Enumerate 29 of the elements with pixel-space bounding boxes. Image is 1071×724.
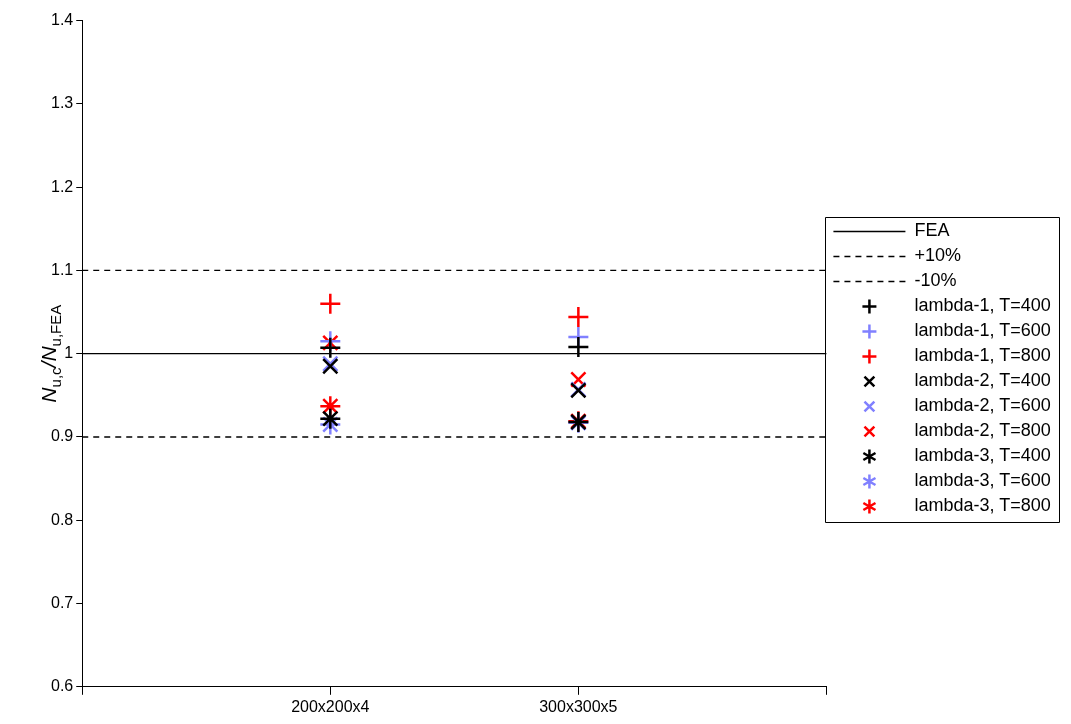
legend-label: FEA [914,220,950,241]
point [567,335,590,359]
y-tick-label: 0.8 [50,510,74,528]
legend-label: lambda-1, T=800 [914,345,1051,366]
x-tick-label: 200x200x4 [291,697,370,715]
legend-label: +10% [914,245,961,266]
y-tick-label: 1.4 [50,11,74,29]
legend-label: lambda-1, T=400 [914,295,1051,316]
legend-label: lambda-3, T=800 [914,495,1051,516]
y-tick-label: 1 [64,344,74,362]
point [570,371,587,388]
point [319,407,342,430]
legend-label: lambda-1, T=600 [914,320,1051,341]
y-axis-title: Nu,c/Nu,FEA [37,304,64,403]
legend-label: lambda-2, T=400 [914,370,1051,391]
legend-label: lambda-2, T=600 [914,395,1051,416]
y-tick-label: 0.9 [50,427,74,445]
point [567,305,590,329]
legend-label: lambda-2, T=800 [914,420,1051,441]
legend-label: -10% [914,270,957,291]
point [319,292,342,315]
y-tick-label: 1.3 [50,94,74,112]
y-tick-label: 0.7 [50,593,74,611]
x-tick-label: 300x300x5 [539,697,618,715]
y-tick-label: 1.2 [50,177,74,195]
legend-label: lambda-3, T=400 [914,445,1051,466]
y-tick-label: 1.1 [50,260,74,278]
y-tick-label: 0.6 [50,677,74,695]
legend-label: lambda-3, T=600 [914,470,1051,491]
